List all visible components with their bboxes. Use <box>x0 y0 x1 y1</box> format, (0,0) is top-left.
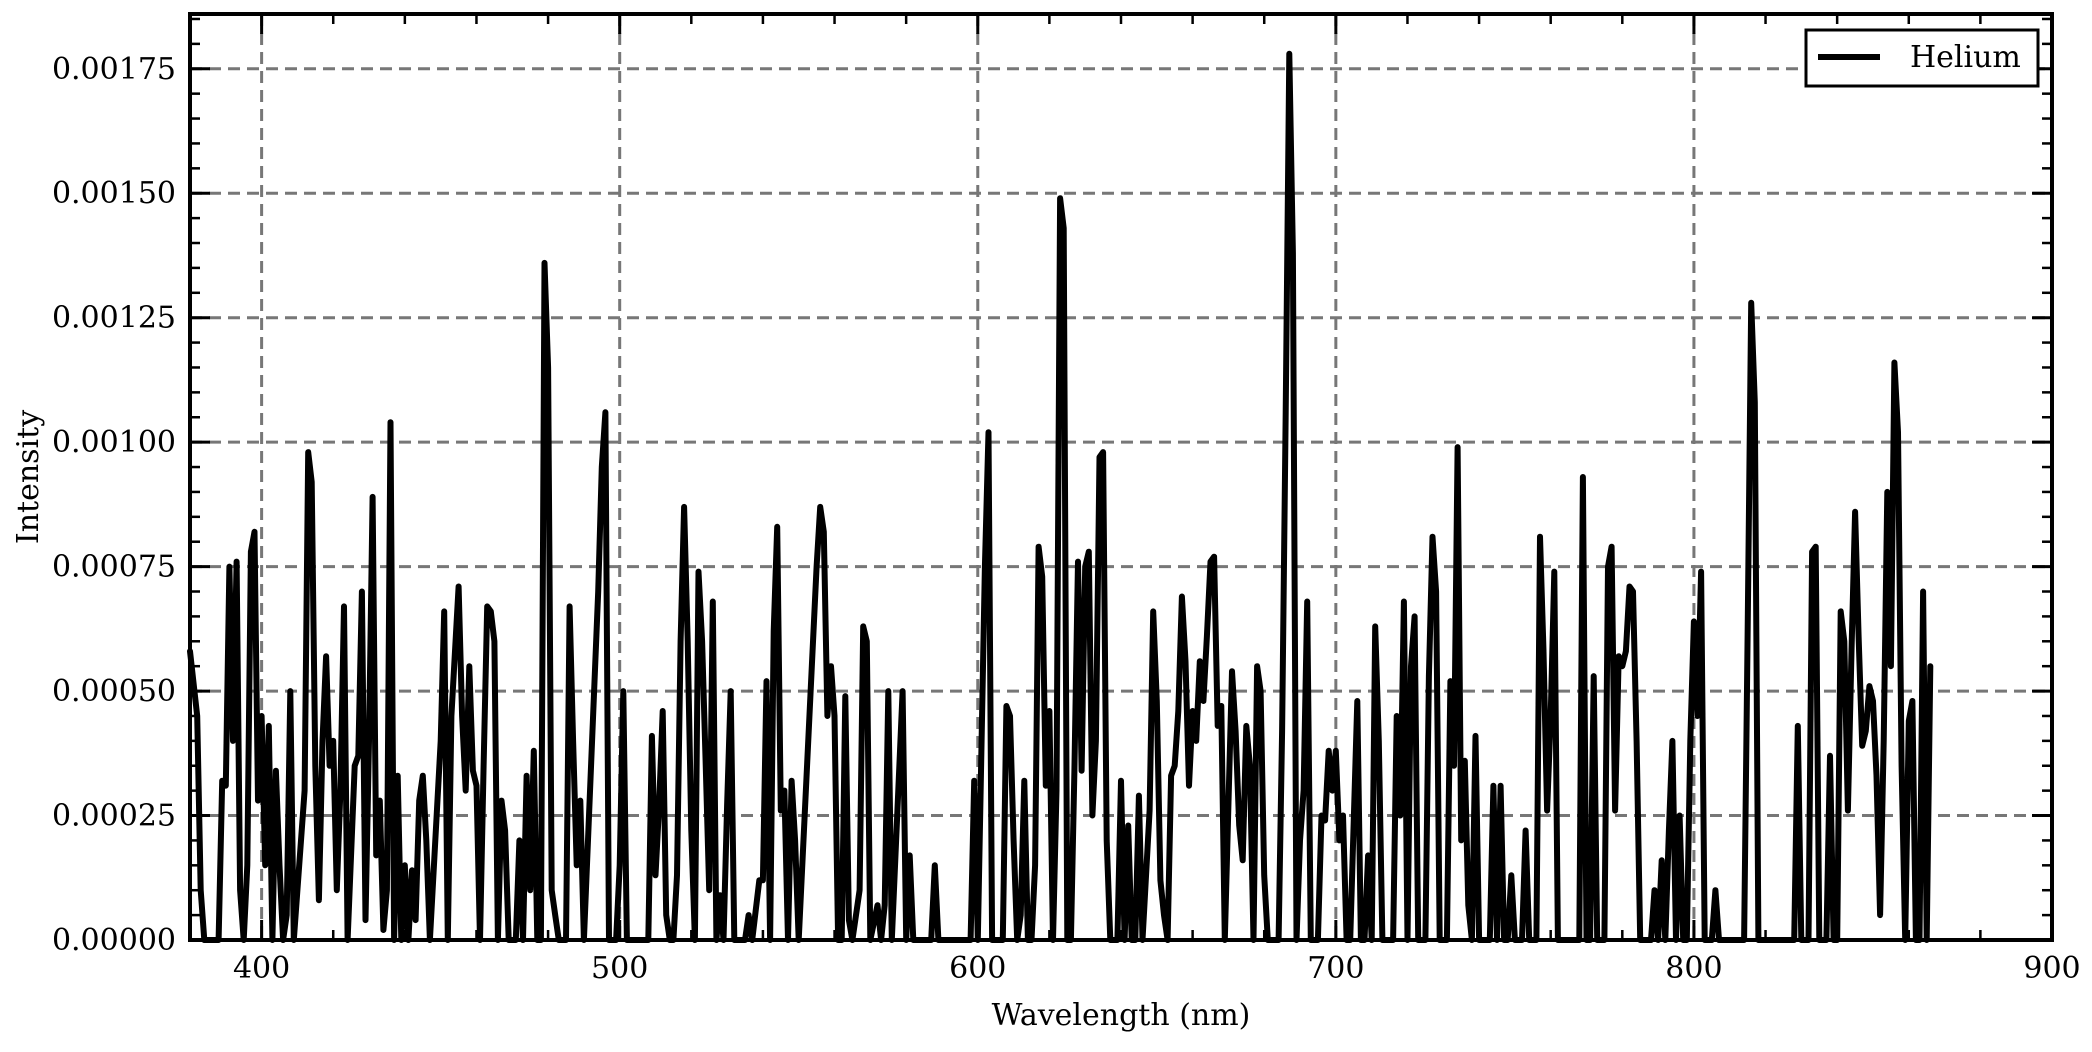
x-tick-label: 800 <box>1665 951 1722 986</box>
x-tick-label: 500 <box>591 951 648 986</box>
x-tick-label: 900 <box>2023 951 2080 986</box>
x-tick-label: 700 <box>1307 951 1364 986</box>
y-tick-label: 0.00150 <box>52 176 176 211</box>
legend: Helium <box>1804 28 2040 88</box>
tick-labels: 400 500 600 700 800 900 0.00000 0.00025 0.00050 0… <box>52 52 2081 986</box>
y-tick-label: 0.00000 <box>52 923 176 958</box>
y-axis-title: Intensity <box>11 410 46 544</box>
y-tick-label: 0.00050 <box>52 674 176 709</box>
x-tick-label: 600 <box>949 951 1006 986</box>
x-axis-title: Wavelength (nm) <box>992 998 1251 1033</box>
y-tick-label: 0.00075 <box>52 550 176 585</box>
y-tick-label: 0.00175 <box>52 52 176 87</box>
y-tick-label: 0.00025 <box>52 799 176 834</box>
legend-label-helium: Helium <box>1910 40 2021 75</box>
y-tick-label: 0.00125 <box>52 301 176 336</box>
y-tick-label: 0.00100 <box>52 425 176 460</box>
x-tick-label: 400 <box>233 951 290 986</box>
plot-frame <box>188 12 2054 942</box>
